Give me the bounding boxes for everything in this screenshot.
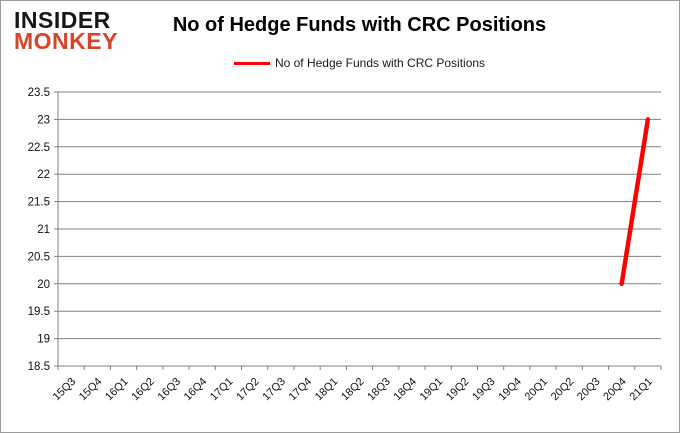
x-tick-label: 19Q2 (444, 376, 472, 404)
y-tick-label: 20 (37, 279, 50, 291)
x-tick-label: 18Q4 (392, 376, 420, 404)
x-tick-label: 17Q2 (234, 376, 262, 404)
y-tick-label: 21.5 (28, 197, 50, 209)
y-tick-label: 23 (37, 114, 50, 126)
x-tick-label: 15Q4 (77, 376, 105, 404)
y-tick-label: 19 (37, 334, 50, 346)
x-tick-label: 21Q1 (627, 376, 655, 404)
x-tick-label: 20Q2 (549, 376, 577, 404)
x-tick-label: 17Q1 (208, 376, 236, 404)
x-tick-label: 17Q3 (260, 376, 288, 404)
x-tick-label: 16Q1 (103, 376, 131, 404)
x-tick-label: 17Q4 (287, 376, 315, 404)
y-tick-label: 18.5 (28, 361, 50, 373)
x-tick-label: 20Q3 (575, 376, 603, 404)
x-tick-label: 15Q3 (51, 376, 79, 404)
legend-line-swatch (233, 61, 270, 65)
x-tick-label: 16Q2 (129, 376, 157, 404)
y-tick-label: 19.5 (28, 306, 50, 318)
logo-line2: MONKEY (14, 28, 118, 55)
x-tick-label: 20Q4 (601, 376, 629, 404)
data-series-line (619, 117, 651, 287)
logo-line1: INSIDER (14, 7, 111, 33)
y-tick-label: 22 (37, 169, 50, 181)
y-tick-label: 23.5 (28, 87, 50, 99)
x-tick-label: 19Q4 (496, 376, 524, 404)
legend: No of Hedge Funds with CRC Positions (58, 56, 661, 70)
x-tick-label: 18Q3 (365, 376, 393, 404)
chart-title: No of Hedge Funds with CRC Positions (172, 14, 547, 36)
x-tick-label: 20Q1 (523, 376, 551, 404)
x-tick-label: 19Q1 (418, 376, 446, 404)
x-tick-label: 18Q1 (313, 376, 341, 404)
x-tick-label: 19Q3 (470, 376, 498, 404)
x-tick-label: 18Q2 (339, 376, 367, 404)
y-tick-label: 21 (37, 224, 50, 236)
x-tick-label: 16Q3 (156, 376, 184, 404)
y-tick-label: 20.5 (28, 251, 50, 263)
y-tick-label: 22.5 (28, 142, 50, 154)
x-tick-label: 16Q4 (182, 376, 210, 404)
legend-label: No of Hedge Funds with CRC Positions (274, 56, 486, 70)
insider-monkey-logo: INSIDER MONKEY (14, 7, 118, 55)
